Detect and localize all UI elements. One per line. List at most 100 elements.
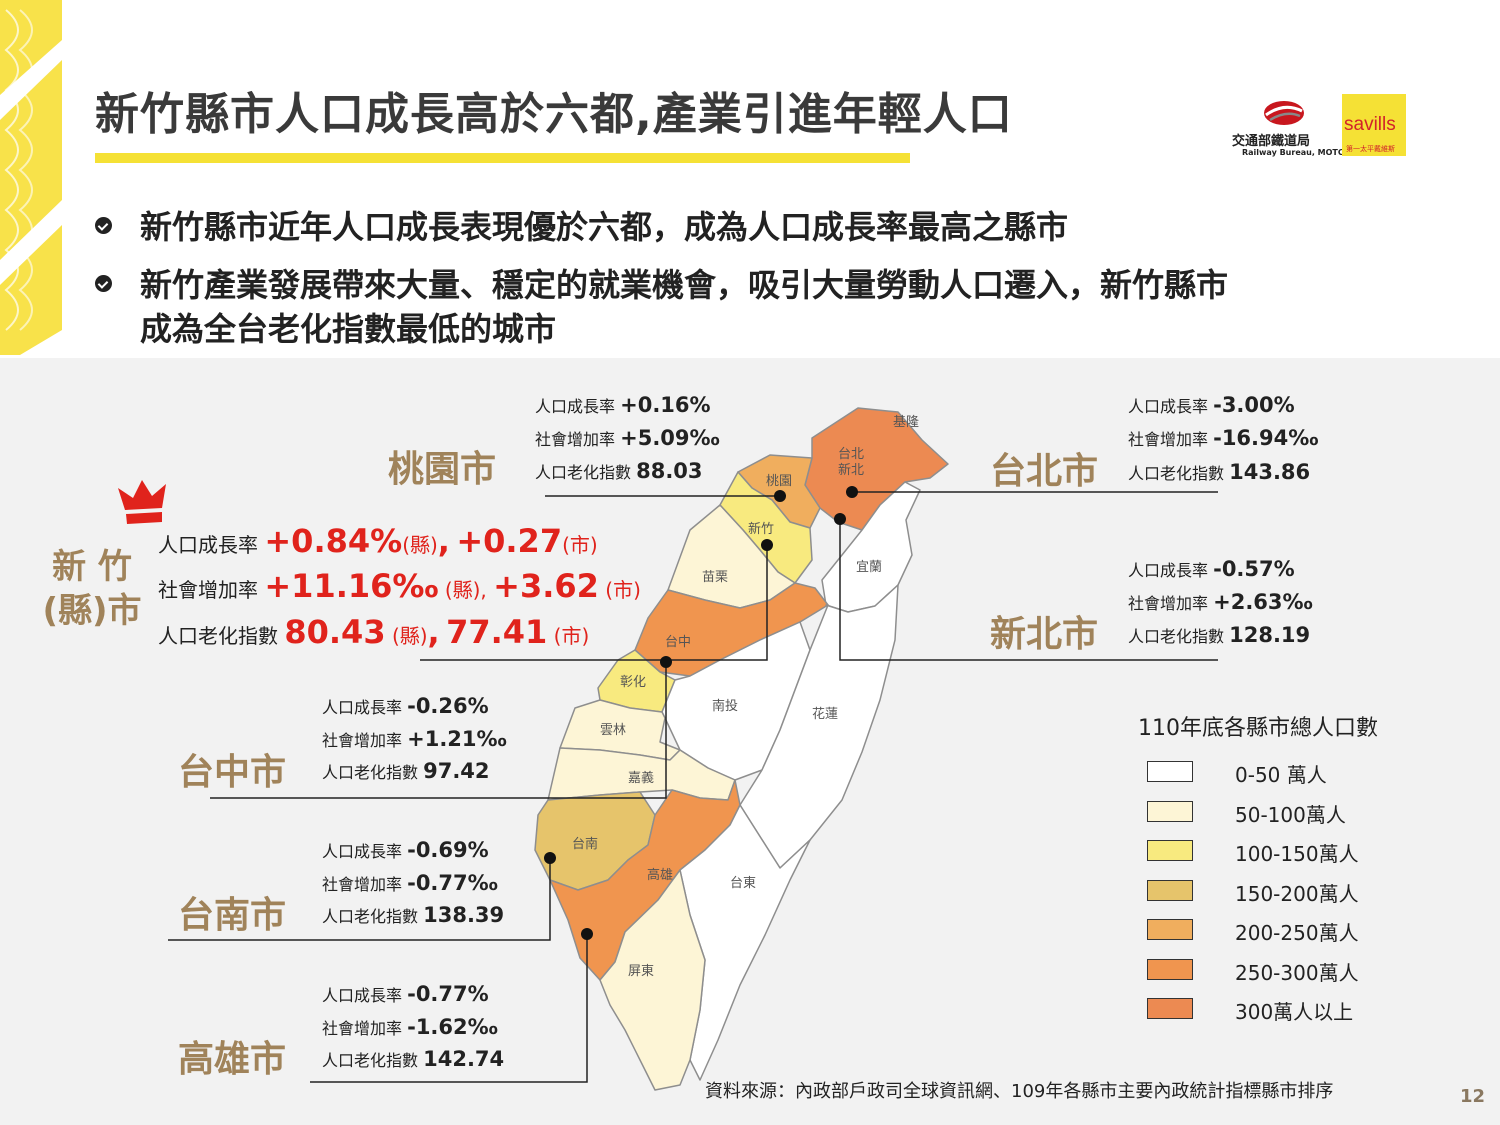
map-label-nantou: 南投 bbox=[712, 698, 738, 714]
legend-swatch bbox=[1147, 761, 1193, 782]
region-pingtung bbox=[599, 869, 706, 1091]
stat-aging-kaohsiung: 人口老化指數 142.74 bbox=[322, 1047, 505, 1071]
stat-aging-tainan: 人口老化指數 138.39 bbox=[322, 903, 505, 927]
map-label-hualien: 花蓮 bbox=[812, 706, 838, 722]
stat-aging-newtaipei: 人口老化指數 128.19 bbox=[1128, 623, 1311, 647]
page-number: 12 bbox=[1460, 1086, 1486, 1107]
savills-wordmark: savills bbox=[1344, 114, 1396, 135]
title-underline bbox=[95, 153, 910, 163]
legend-swatch bbox=[1147, 958, 1193, 980]
city-name-taipei: 台北市 bbox=[990, 451, 1099, 492]
marker-kaohsiung bbox=[581, 928, 593, 940]
savills-tagline: 第一太平戴維斯 bbox=[1346, 145, 1395, 153]
legend-item: 150-200萬人 bbox=[1147, 879, 1447, 906]
city-name-tainan: 台南市 bbox=[178, 895, 287, 936]
stat-growth-tainan: 人口成長率 -0.69% bbox=[322, 838, 489, 862]
legend-item: 200-250萬人 bbox=[1147, 919, 1447, 945]
legend: 0-50 萬人 50-100萬人 100-150萬人 150-200萬人 200-250… bbox=[1147, 761, 1447, 1041]
legend-title: 110年底各縣市總人口數 bbox=[1138, 716, 1378, 741]
leader-line-kaohsiung bbox=[310, 934, 588, 1083]
stat-growth-taichung: 人口成長率 -0.26% bbox=[322, 694, 489, 718]
check-circle-icon bbox=[95, 275, 112, 292]
stat-social-kaohsiung: 社會增加率 -1.62‰ bbox=[322, 1015, 498, 1039]
bullet-item-2: 新竹產業發展帶來大量、穩定的就業機會，吸引大量勞動人口遷入，新竹縣市 成為全台老… bbox=[95, 263, 1445, 353]
stat-aging-taipei: 人口老化指數 143.86 bbox=[1128, 460, 1311, 484]
legend-swatch bbox=[1147, 840, 1193, 861]
decorative-pattern bbox=[0, 0, 62, 355]
map-label-taipei: 台北 bbox=[838, 447, 864, 462]
legend-item: 0-50 萬人 bbox=[1147, 761, 1447, 787]
leader-line-hsinchu bbox=[420, 545, 768, 661]
legend-label: 200-250萬人 bbox=[1235, 921, 1359, 945]
stat-social-taichung: 社會增加率 +1.21‰ bbox=[322, 727, 507, 751]
map-label-changhua: 彰化 bbox=[620, 674, 646, 690]
map-label-hsinchu: 新竹 bbox=[748, 521, 774, 537]
city-name-taichung: 台中市 bbox=[178, 752, 287, 793]
check-circle-icon bbox=[95, 217, 112, 234]
map-label-newtaipei: 新北 bbox=[838, 462, 864, 478]
stat-social-newtaipei: 社會增加率 +2.63‰ bbox=[1128, 590, 1313, 614]
bullet-text: 新竹產業發展帶來大量、穩定的就業機會，吸引大量勞動人口遷入，新竹縣市 bbox=[140, 266, 1229, 304]
map-label-tainan: 台南 bbox=[572, 836, 598, 852]
stat-aging-taoyuan: 人口老化指數 88.03 bbox=[535, 459, 703, 483]
legend-swatch bbox=[1147, 919, 1193, 940]
marker-tainan bbox=[544, 852, 556, 864]
bullet-text-continued: 成為全台老化指數最低的城市 bbox=[140, 310, 557, 348]
city-name-kaohsiung: 高雄市 bbox=[178, 1039, 287, 1080]
hsinchu-name-line-2: (縣)市 bbox=[42, 591, 142, 631]
leader-line-newtaipei bbox=[839, 519, 1218, 661]
stat-social-hsinchu: 社會增加率 +11.16‰ (縣), +3.62 (市) bbox=[158, 567, 641, 605]
stat-growth-hsinchu: 人口成長率 +0.84%(縣), +0.27(市) bbox=[158, 522, 598, 560]
legend-label: 250-300萬人 bbox=[1235, 960, 1359, 985]
bullet-text: 新竹縣市近年人口成長表現優於六都，成為人口成長率最高之縣市 bbox=[140, 208, 1069, 246]
page-title: 新竹縣市人口成長高於六都,產業引進年輕人口 bbox=[95, 89, 1013, 140]
map-label-yunlin: 雲林 bbox=[600, 723, 626, 738]
map-label-pingtung: 屏東 bbox=[628, 963, 654, 979]
stat-growth-taipei: 人口成長率 -3.00% bbox=[1128, 393, 1295, 417]
hsinchu-name-line-1: 新 竹 bbox=[52, 547, 132, 587]
map-label-chiayi: 嘉義 bbox=[628, 770, 654, 786]
legend-swatch bbox=[1147, 800, 1193, 822]
railway-bureau-icon bbox=[1264, 101, 1304, 125]
legend-item: 300萬人以上 bbox=[1147, 998, 1447, 1024]
marker-taoyuan bbox=[774, 490, 786, 502]
map-label-taitung: 台東 bbox=[730, 875, 756, 891]
map-label-yilan: 宜蘭 bbox=[856, 559, 882, 575]
stat-social-taipei: 社會增加率 -16.94‰ bbox=[1128, 426, 1319, 450]
stat-social-tainan: 社會增加率 -0.77‰ bbox=[322, 871, 498, 895]
stat-aging-hsinchu: 人口老化指數 80.43 (縣), 77.41 (市) bbox=[158, 613, 590, 651]
legend-label: 100-150萬人 bbox=[1235, 842, 1359, 866]
legend-swatch bbox=[1147, 998, 1193, 1019]
stat-growth-newtaipei: 人口成長率 -0.57% bbox=[1128, 557, 1295, 581]
stat-aging-taichung: 人口老化指數 97.42 bbox=[322, 759, 490, 783]
bullet-item-1: 新竹縣市近年人口成長表現優於六都，成為人口成長率最高之縣市 bbox=[95, 205, 1395, 249]
legend-item: 50-100萬人 bbox=[1147, 800, 1447, 827]
railway-bureau-logo: 交通部鐵道局 Railway Bureau, MOTC bbox=[1228, 96, 1344, 162]
map-label-kaohsiung: 高雄 bbox=[647, 867, 673, 883]
stat-social-taoyuan: 社會增加率 +5.09‰ bbox=[535, 426, 720, 450]
legend-item: 250-300萬人 bbox=[1147, 958, 1447, 985]
railway-bureau-name: 交通部鐵道局 bbox=[1232, 134, 1311, 149]
map-label-taoyuan: 桃園 bbox=[766, 474, 792, 489]
stat-growth-taoyuan: 人口成長率 +0.16% bbox=[535, 393, 711, 417]
leader-line-taichung bbox=[210, 662, 667, 799]
marker-taichung bbox=[660, 656, 672, 668]
city-name-taoyuan: 桃園市 bbox=[388, 449, 497, 490]
stat-growth-kaohsiung: 人口成長率 -0.77% bbox=[322, 982, 489, 1006]
legend-label: 50-100萬人 bbox=[1235, 802, 1346, 827]
map-label-keelung: 基隆 bbox=[893, 415, 919, 430]
savills-logo: savills 第一太平戴維斯 bbox=[1342, 94, 1406, 156]
map-label-taichung: 台中 bbox=[665, 635, 691, 650]
legend-label: 0-50 萬人 bbox=[1235, 763, 1327, 787]
railway-bureau-subtitle: Railway Bureau, MOTC bbox=[1242, 148, 1344, 157]
marker-newtaipei bbox=[834, 513, 846, 525]
source-note: 資料來源：內政部戶政司全球資訊網、109年各縣市主要內政統計指標縣市排序 bbox=[705, 1081, 1334, 1102]
marker-hsinchu bbox=[761, 539, 773, 551]
legend-swatch bbox=[1147, 879, 1193, 901]
marker-taipei bbox=[846, 486, 858, 498]
legend-label: 150-200萬人 bbox=[1235, 881, 1359, 906]
region-taitung bbox=[679, 804, 811, 1081]
city-name-newtaipei: 新北市 bbox=[990, 614, 1099, 655]
leader-line-tainan bbox=[168, 858, 551, 941]
